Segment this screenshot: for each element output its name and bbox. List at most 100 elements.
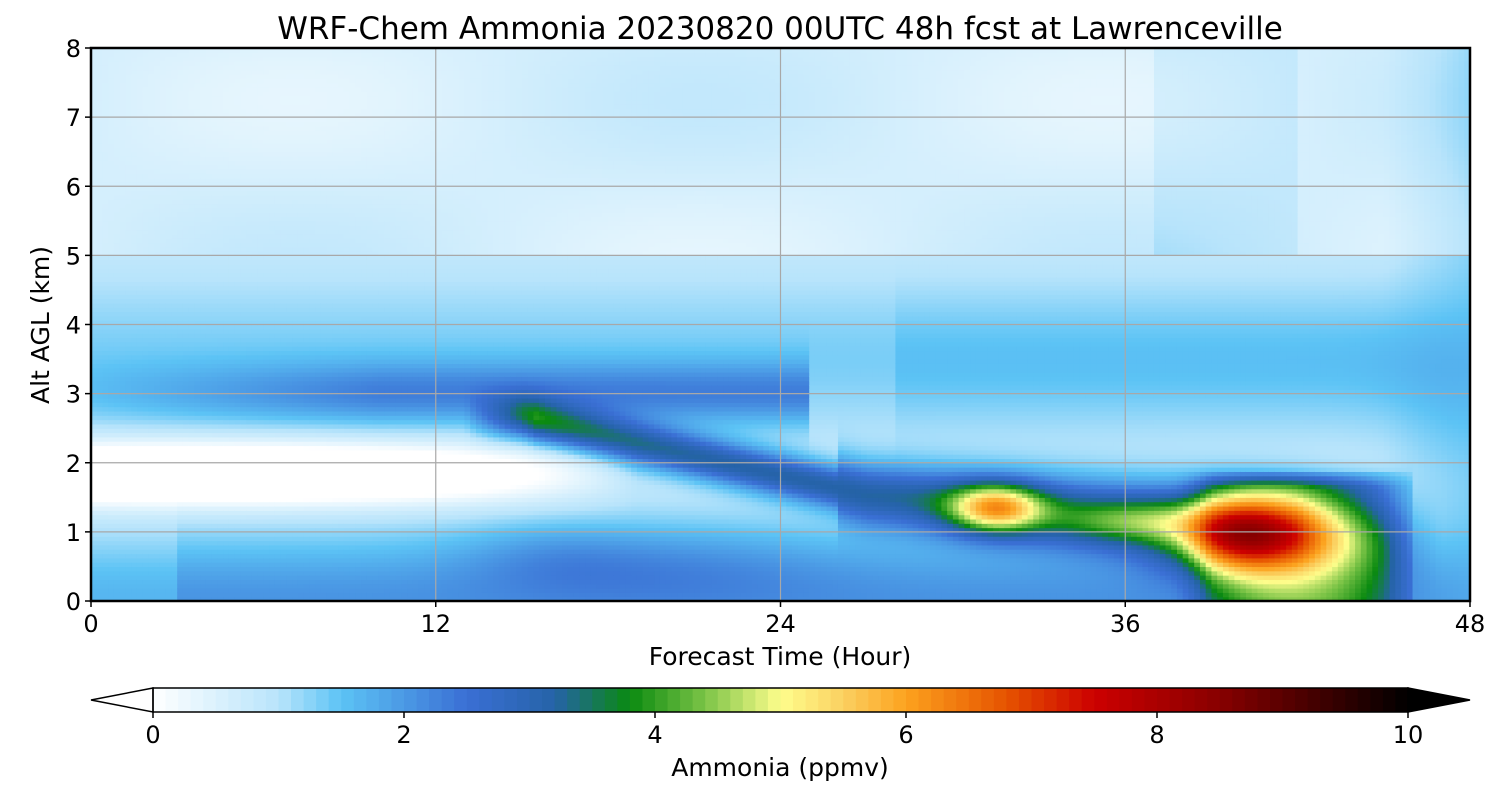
heatmap-cell bbox=[246, 458, 253, 464]
heatmap-cell bbox=[217, 579, 224, 585]
heatmap-cell bbox=[280, 91, 287, 97]
heatmap-cell bbox=[96, 276, 104, 282]
heatmap-cell bbox=[108, 307, 115, 313]
heatmap-cell bbox=[194, 143, 201, 148]
heatmap-cell bbox=[108, 380, 115, 386]
heatmap-cell bbox=[269, 596, 276, 601]
heatmap-cell bbox=[159, 488, 167, 494]
heatmap-cell bbox=[240, 363, 247, 369]
heatmap-cell bbox=[269, 467, 276, 472]
heatmap-cell bbox=[200, 341, 207, 347]
heatmap-cell bbox=[91, 130, 98, 136]
heatmap-cell bbox=[228, 393, 236, 399]
heatmap-cell bbox=[257, 52, 264, 58]
heatmap-cell bbox=[280, 596, 287, 601]
heatmap-cell bbox=[263, 91, 270, 97]
heatmap-cell bbox=[154, 190, 161, 196]
heatmap-cell bbox=[165, 527, 173, 533]
heatmap-cell bbox=[119, 48, 127, 53]
heatmap-cell bbox=[119, 346, 127, 352]
heatmap-cell bbox=[297, 125, 305, 131]
heatmap-cell bbox=[280, 225, 287, 231]
heatmap-cell bbox=[217, 298, 224, 304]
heatmap-cell bbox=[142, 216, 150, 222]
heatmap-cell bbox=[269, 311, 276, 317]
heatmap-cell bbox=[217, 281, 224, 287]
heatmap-cell bbox=[131, 454, 138, 460]
heatmap-cell bbox=[91, 52, 98, 58]
heatmap-cell bbox=[182, 216, 190, 222]
heatmap-cell bbox=[91, 488, 98, 494]
heatmap-cell bbox=[142, 328, 150, 334]
heatmap-cell bbox=[217, 156, 224, 161]
heatmap-cell bbox=[217, 233, 224, 239]
heatmap-cell bbox=[223, 397, 230, 403]
heatmap-cell bbox=[280, 307, 287, 313]
heatmap-cell bbox=[205, 328, 213, 334]
heatmap-cell bbox=[142, 73, 150, 79]
heatmap-cell bbox=[246, 294, 253, 300]
heatmap-cell bbox=[119, 285, 127, 291]
heatmap-cell bbox=[303, 523, 310, 529]
heatmap-cell bbox=[159, 389, 167, 395]
heatmap-cell bbox=[217, 510, 224, 516]
heatmap-cell bbox=[228, 376, 236, 382]
heatmap-cell bbox=[177, 510, 184, 516]
heatmap-cell bbox=[119, 544, 127, 550]
heatmap-cell bbox=[234, 311, 241, 317]
heatmap-cell bbox=[286, 346, 293, 352]
heatmap-cell bbox=[309, 445, 316, 451]
heatmap-cell bbox=[113, 108, 121, 114]
heatmap-cell bbox=[274, 229, 282, 235]
heatmap-cell bbox=[131, 225, 138, 231]
heatmap-cell bbox=[131, 60, 138, 66]
heatmap-cell bbox=[142, 337, 150, 343]
heatmap-cell bbox=[303, 285, 310, 291]
heatmap-cell bbox=[182, 99, 190, 105]
heatmap-cell bbox=[182, 272, 190, 278]
heatmap-cell bbox=[171, 436, 178, 442]
heatmap-cell bbox=[280, 402, 287, 408]
heatmap-cell bbox=[142, 143, 150, 148]
heatmap-cell bbox=[263, 397, 270, 403]
heatmap-cell bbox=[171, 531, 178, 537]
heatmap-cell bbox=[177, 268, 184, 274]
heatmap-cell bbox=[303, 536, 310, 542]
heatmap-cell bbox=[240, 510, 247, 516]
heatmap-cell bbox=[119, 540, 127, 546]
heatmap-cell bbox=[263, 501, 270, 507]
heatmap-cell bbox=[177, 592, 184, 598]
heatmap-cell bbox=[303, 86, 310, 92]
heatmap-cell bbox=[171, 583, 178, 589]
heatmap-cell bbox=[182, 363, 190, 369]
heatmap-cell bbox=[108, 588, 115, 593]
heatmap-cell bbox=[108, 143, 115, 148]
heatmap-cell bbox=[154, 497, 161, 503]
heatmap-cell bbox=[297, 56, 305, 62]
heatmap-cell bbox=[240, 480, 247, 485]
heatmap-cell bbox=[269, 78, 276, 84]
heatmap-cell bbox=[274, 397, 282, 403]
heatmap-cell bbox=[246, 181, 253, 187]
heatmap-field bbox=[91, 48, 1470, 601]
heatmap-cell bbox=[113, 134, 121, 140]
heatmap-cell bbox=[102, 566, 109, 572]
heatmap-cell bbox=[148, 121, 155, 127]
heatmap-cell bbox=[217, 186, 224, 192]
heatmap-cell bbox=[200, 389, 207, 395]
heatmap-cell bbox=[91, 544, 98, 550]
heatmap-cell bbox=[136, 575, 144, 580]
heatmap-cell bbox=[292, 480, 299, 485]
heatmap-cell bbox=[309, 194, 316, 200]
heatmap-cell bbox=[177, 52, 184, 58]
heatmap-cell bbox=[102, 117, 109, 123]
heatmap-cell bbox=[200, 415, 207, 421]
heatmap-cell bbox=[280, 143, 287, 148]
heatmap-cell bbox=[274, 78, 282, 84]
heatmap-cell bbox=[234, 268, 241, 274]
heatmap-cell bbox=[223, 341, 230, 347]
heatmap-cell bbox=[194, 207, 201, 213]
heatmap-cell bbox=[263, 393, 270, 399]
heatmap-cell bbox=[159, 324, 167, 330]
heatmap-cell bbox=[205, 112, 213, 118]
